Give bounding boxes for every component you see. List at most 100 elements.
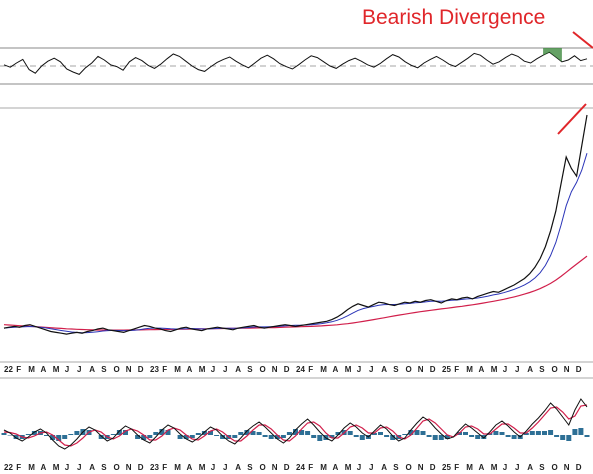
macd-histogram-bar <box>141 435 147 440</box>
x-tick-label: N <box>272 463 278 472</box>
macd-histogram-bar <box>499 432 505 435</box>
macd-histogram-bar <box>208 431 213 435</box>
x-tick-label: 24 <box>296 463 305 472</box>
macd-histogram-bar <box>402 434 408 435</box>
x-tick-label: 22 <box>4 365 13 374</box>
x-tick-label: J <box>369 463 373 472</box>
x-tick-label: A <box>381 365 387 374</box>
macd-histogram-bar <box>31 431 37 435</box>
x-tick-label: S <box>247 463 253 472</box>
macd-histogram-bar <box>329 435 335 438</box>
macd-histogram-bar <box>56 435 62 441</box>
macd-histogram-bar <box>529 431 535 435</box>
macd-histogram-bar <box>542 431 547 435</box>
x-tick-label: 22 <box>4 463 13 472</box>
x-tick-label: J <box>77 365 81 374</box>
x-tick-label: J <box>211 365 215 374</box>
macd-histogram-bar <box>299 430 305 435</box>
x-tick-label: 25 <box>442 463 451 472</box>
macd-histogram-bar <box>335 432 341 435</box>
rsi-overbought-fill <box>543 48 562 62</box>
macd-histogram-bar <box>378 432 383 435</box>
macd-histogram-bar <box>584 435 590 437</box>
x-tick-label: A <box>333 365 339 374</box>
macd-histogram-bar <box>523 433 529 435</box>
x-tick-label: 24 <box>296 365 305 374</box>
price-x-axis: 22 F M A M J J A S O N D 23 F M A M J J A S O N D 24 F M A M J J A S O N D 2… <box>4 365 582 374</box>
x-tick-label: A <box>235 365 241 374</box>
macd-histogram-bar <box>505 435 511 437</box>
macd-histogram-bar <box>153 432 159 435</box>
macd-histogram-bar <box>438 435 444 440</box>
macd-histogram-bar <box>493 431 499 435</box>
ma-slow-line <box>3 255 588 331</box>
x-tick-label: N <box>564 365 570 374</box>
x-tick-label: A <box>187 365 193 374</box>
x-tick-label: A <box>89 463 95 472</box>
macd-histogram-bar <box>469 435 475 437</box>
x-tick-label: S <box>539 463 545 472</box>
macd-histogram-bar <box>232 435 238 438</box>
x-tick-label: O <box>552 463 558 472</box>
x-tick-label: M <box>320 365 327 374</box>
x-tick-label: O <box>260 365 266 374</box>
macd-histogram-bar <box>353 435 359 437</box>
x-tick-label: N <box>418 365 424 374</box>
ma-fast-line <box>3 153 588 334</box>
macd-histogram-bar <box>371 433 377 435</box>
x-tick-label: S <box>539 365 545 374</box>
macd-histogram-bar <box>165 430 171 435</box>
macd-histogram-bar <box>268 435 274 439</box>
x-tick-label: M <box>199 463 206 472</box>
x-tick-label: S <box>393 463 399 472</box>
macd-series-group <box>1 398 590 450</box>
x-tick-label: M <box>53 463 60 472</box>
x-tick-label: S <box>101 463 107 472</box>
macd-histogram-bar <box>311 435 317 438</box>
x-tick-label: M <box>491 365 498 374</box>
macd-histogram-bar <box>189 435 195 438</box>
x-tick-label: F <box>16 365 21 374</box>
macd-histogram-bar <box>7 435 13 436</box>
macd-histogram-bar <box>177 435 183 439</box>
x-tick-label: M <box>28 365 35 374</box>
macd-panel: 22 F M A M J J A S O N D 23 F M A M J J A S O N D 24 F M A M J J A S O N D 2… <box>0 377 593 472</box>
macd-histogram-bar <box>305 431 311 435</box>
macd-histogram-bar <box>195 433 201 435</box>
x-tick-label: M <box>345 463 352 472</box>
macd-histogram-bar <box>481 435 487 439</box>
x-tick-label: M <box>345 365 352 374</box>
x-tick-label: A <box>41 365 47 374</box>
x-tick-label: A <box>479 463 485 472</box>
x-tick-label: A <box>235 463 241 472</box>
x-tick-label: D <box>576 463 582 472</box>
x-tick-label: 23 <box>150 365 159 374</box>
macd-histogram-bar <box>159 429 165 435</box>
x-tick-label: O <box>114 463 120 472</box>
x-tick-label: J <box>65 365 69 374</box>
x-tick-label: O <box>406 365 412 374</box>
x-tick-label: O <box>114 365 120 374</box>
macd-histogram-bar <box>250 431 256 435</box>
x-tick-label: M <box>466 365 473 374</box>
x-tick-label: A <box>527 463 533 472</box>
x-tick-label: F <box>454 365 459 374</box>
x-tick-label: N <box>564 463 570 472</box>
macd-histogram-bar <box>390 435 396 440</box>
macd-line <box>3 398 588 450</box>
macd-histogram-bar <box>317 435 323 441</box>
x-tick-label: A <box>89 365 95 374</box>
macd-histogram-bar <box>475 435 481 439</box>
macd-histogram-bar <box>572 429 578 435</box>
x-tick-label: J <box>357 463 361 472</box>
x-tick-label: J <box>369 365 373 374</box>
x-tick-label: O <box>552 365 558 374</box>
x-tick-label: N <box>126 463 132 472</box>
x-tick-label: J <box>211 463 215 472</box>
x-tick-label: D <box>576 365 582 374</box>
x-tick-label: 23 <box>150 463 159 472</box>
x-tick-label: F <box>16 463 21 472</box>
x-tick-label: A <box>333 463 339 472</box>
x-tick-label: D <box>284 463 290 472</box>
x-tick-label: J <box>503 365 507 374</box>
